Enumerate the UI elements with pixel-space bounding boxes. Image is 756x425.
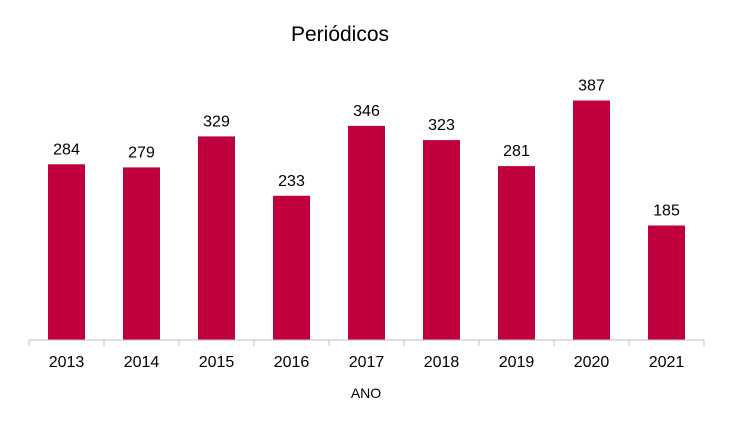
bar-2017 xyxy=(348,125,385,341)
x-tick-label-2013: 2013 xyxy=(49,354,85,371)
data-label-2013: 284 xyxy=(53,141,80,158)
bar-2015 xyxy=(198,136,235,340)
bar-2013 xyxy=(48,164,85,340)
data-labels-group: 284 279 329 233 346 323 281 387 185 xyxy=(53,78,680,220)
x-tick-label-2015: 2015 xyxy=(199,354,235,371)
bar-2014 xyxy=(123,167,160,340)
data-label-2014: 279 xyxy=(128,144,155,161)
x-tick-label-2014: 2014 xyxy=(124,354,160,371)
x-tick-label-2020: 2020 xyxy=(574,354,610,371)
x-axis-title: ANO xyxy=(351,385,381,401)
bar-2018 xyxy=(423,140,460,340)
data-label-2019: 281 xyxy=(503,143,530,160)
data-label-2015: 329 xyxy=(203,113,230,130)
bar-2020 xyxy=(573,100,610,340)
data-label-2016: 233 xyxy=(278,173,305,190)
data-label-2021: 185 xyxy=(653,203,680,220)
bar-2019 xyxy=(498,166,535,340)
x-tick-label-2019: 2019 xyxy=(499,354,535,371)
x-tick-label-2017: 2017 xyxy=(349,354,385,371)
bar-2016 xyxy=(273,195,310,340)
chart-title: Periódicos xyxy=(291,23,389,46)
x-tick-label-2018: 2018 xyxy=(424,354,460,371)
bars-group xyxy=(48,100,685,341)
data-label-2017: 346 xyxy=(353,103,380,120)
x-axis-ticks-group xyxy=(28,340,705,346)
x-tick-label-2021: 2021 xyxy=(649,354,685,371)
data-label-2018: 323 xyxy=(428,117,455,134)
x-axis-tick-labels-group: 2013 2014 2015 2016 2017 2018 2019 2020 2021 xyxy=(49,354,685,371)
bar-2021 xyxy=(648,225,685,340)
data-label-2020: 387 xyxy=(578,78,605,95)
x-tick-label-2016: 2016 xyxy=(274,354,310,371)
